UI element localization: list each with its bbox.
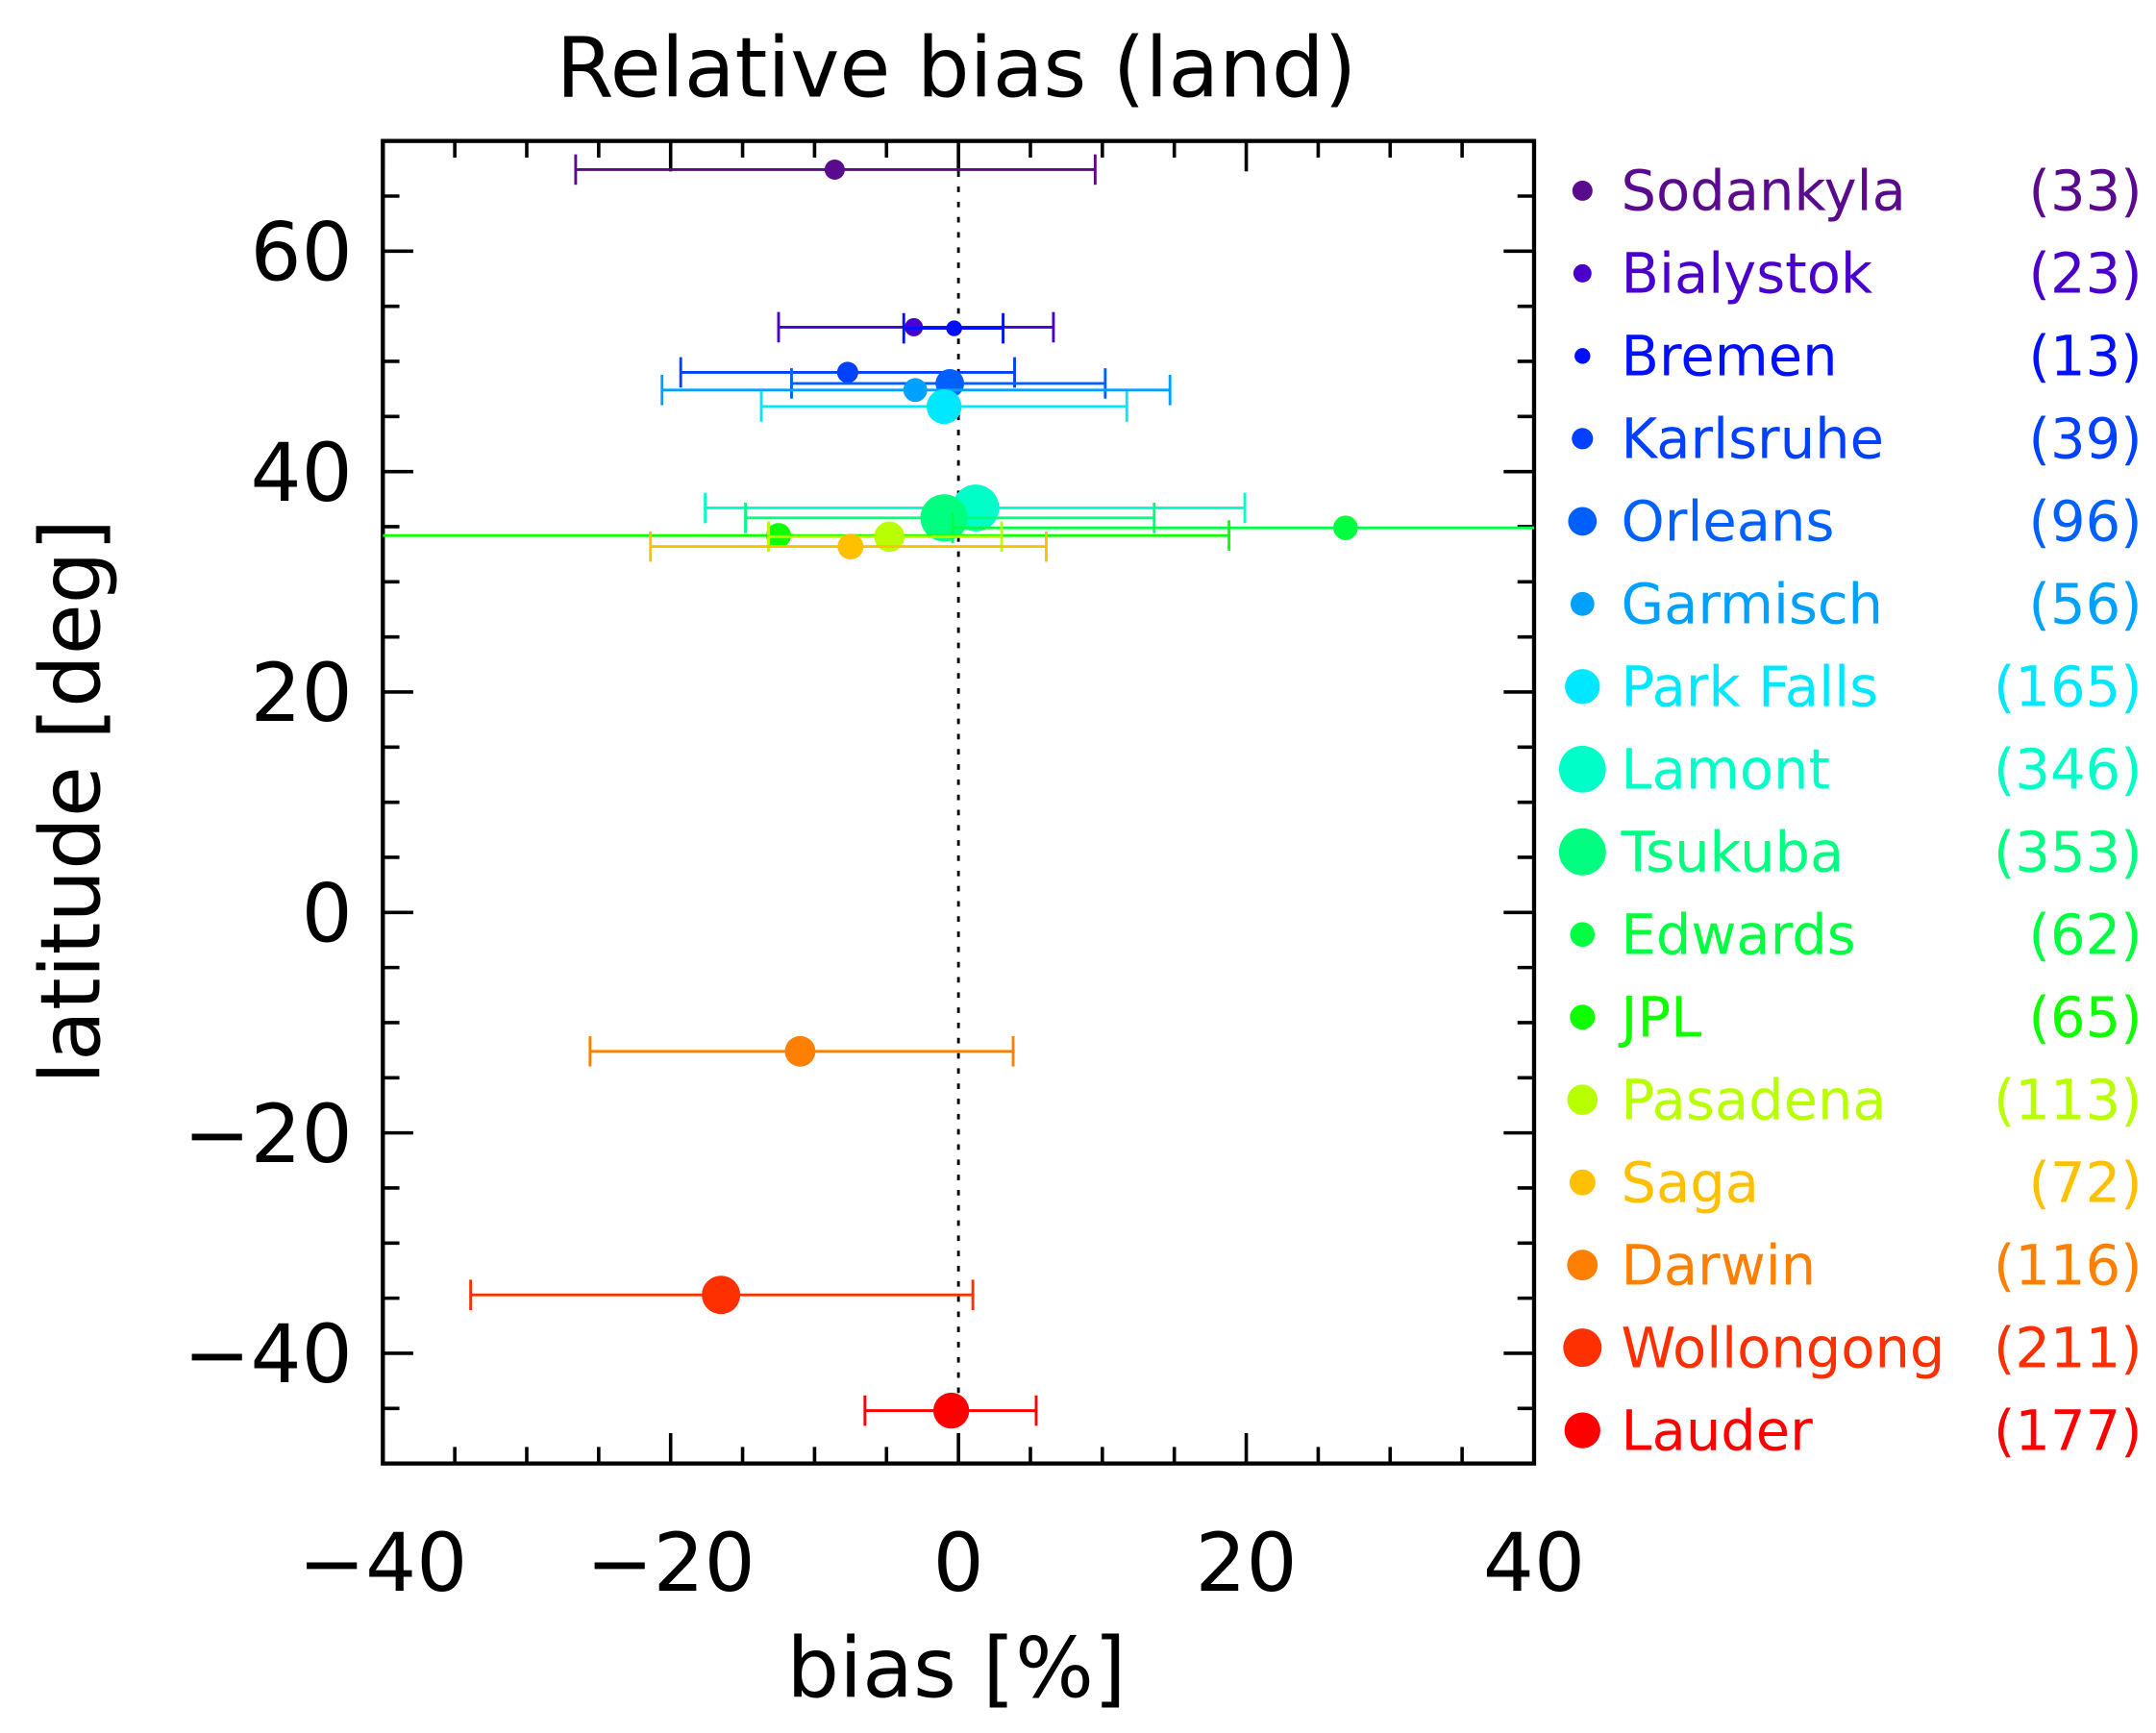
legend-marker: [1572, 428, 1594, 450]
data-point-pasadena: [874, 521, 905, 553]
legend-label: Garmisch: [1622, 572, 1883, 636]
x-tick-label: 40: [1483, 1517, 1585, 1610]
legend-count: (23): [2029, 242, 2143, 307]
legend-count: (346): [1994, 737, 2143, 802]
legend-label: Karlsruhe: [1622, 407, 1884, 471]
legend-count: (65): [2029, 985, 2143, 1050]
data-series: [383, 154, 1534, 1429]
legend-label: Saga: [1622, 1151, 1759, 1215]
data-point-saga: [837, 533, 864, 560]
data-point-sodankyla: [824, 159, 845, 180]
x-axis-label: bias [%]: [786, 1622, 1126, 1718]
legend-marker: [1563, 1328, 1602, 1368]
legend-marker: [1574, 348, 1591, 364]
legend-marker: [1570, 1004, 1596, 1030]
legend-count: (116): [1994, 1233, 2143, 1298]
legend-marker: [1558, 828, 1606, 876]
legend-marker: [1572, 180, 1593, 201]
legend-count: (33): [2029, 160, 2143, 224]
legend-count: (165): [1994, 655, 2143, 719]
plot-area: −40 −20 0 20 40 −40 −20 0 20 40 60: [184, 138, 1585, 1610]
legend-label: Darwin: [1622, 1233, 1817, 1298]
data-point-lauder: [932, 1392, 970, 1429]
y-tick-label: 60: [251, 207, 353, 300]
chart-title: Relative bias (land): [557, 21, 1357, 117]
legend-count: (211): [1994, 1316, 2143, 1380]
legend-count: (72): [2029, 1151, 2143, 1215]
legend-marker: [1565, 669, 1600, 705]
y-tick-label: −20: [184, 1088, 353, 1181]
x-tick-label: 20: [1196, 1517, 1298, 1610]
x-tick-label: −20: [586, 1517, 756, 1610]
y-tick-label: −40: [184, 1308, 353, 1401]
data-point-tsukuba: [920, 494, 968, 542]
legend-marker: [1568, 507, 1598, 536]
data-point-garmisch: [903, 378, 928, 403]
y-tick-label: 20: [251, 647, 353, 740]
legend-label: Park Falls: [1622, 655, 1878, 719]
legend-marker: [1570, 591, 1595, 616]
y-tick-label: 40: [251, 427, 353, 520]
data-point-park-falls: [926, 388, 962, 425]
legend-count: (39): [2029, 407, 2143, 471]
legend-label: Bremen: [1622, 325, 1838, 389]
data-point-wollongong: [702, 1275, 741, 1315]
legend-label: JPL: [1619, 985, 1702, 1050]
y-axis-label: latitude [deg]: [24, 519, 120, 1084]
legend-count: (96): [2029, 489, 2143, 554]
legend-count: (13): [2029, 325, 2143, 389]
legend-count: (177): [1994, 1399, 2143, 1463]
legend-count: (62): [2029, 903, 2143, 967]
legend-marker: [1567, 1084, 1598, 1115]
legend-marker: [1558, 745, 1606, 793]
legend-label: Bialystok: [1622, 242, 1873, 307]
legend-marker: [1567, 1250, 1598, 1281]
legend-label: Tsukuba: [1621, 820, 1845, 884]
data-point-edwards: [1333, 515, 1358, 540]
legend-marker: [1564, 1412, 1600, 1448]
legend-label: Wollongong: [1622, 1316, 1945, 1380]
legend-label: Lamont: [1622, 737, 1830, 802]
legend: Sodankyla (33) Bialystok (23) Bremen (13) Karl…: [1558, 160, 2143, 1463]
legend-label: Lauder: [1622, 1399, 1814, 1463]
legend-marker: [1569, 1169, 1596, 1196]
legend-marker: [1570, 922, 1596, 948]
legend-label: Sodankyla: [1622, 160, 1906, 224]
legend-marker: [1573, 263, 1592, 283]
data-point-darwin: [784, 1035, 816, 1067]
legend-count: (56): [2029, 572, 2143, 636]
legend-label: Edwards: [1622, 903, 1856, 967]
legend-count: (113): [1994, 1068, 2143, 1132]
y-tick-label: 0: [302, 868, 353, 961]
legend-label: Orleans: [1622, 489, 1835, 554]
legend-label: Pasadena: [1622, 1068, 1887, 1132]
legend-count: (353): [1994, 820, 2143, 884]
data-point-bremen: [946, 320, 962, 336]
x-tick-label: −40: [298, 1517, 467, 1610]
x-tick-label: 0: [933, 1517, 984, 1610]
data-point-karlsruhe: [836, 361, 858, 384]
